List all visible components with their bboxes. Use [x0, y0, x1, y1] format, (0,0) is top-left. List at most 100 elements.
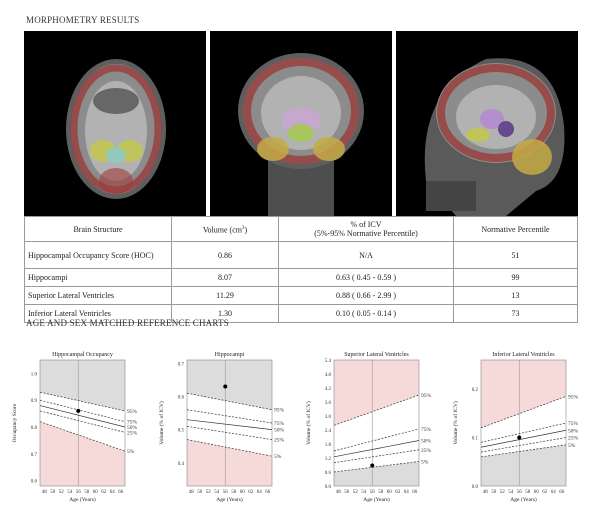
- table-row: Inferior Lateral Ventricles 1.30 0.10 ( …: [24, 304, 578, 323]
- x-axis-label: Age (Years): [363, 496, 390, 503]
- coronal-mri-icon: [210, 31, 392, 216]
- percentile-line: [333, 440, 420, 458]
- x-tick-label: 60: [387, 490, 393, 495]
- shade-above: [40, 360, 125, 411]
- x-axis-label: Age (Years): [69, 496, 96, 503]
- x-tick-label: 66: [412, 490, 418, 495]
- patient-point: [517, 435, 522, 440]
- percentile-line: [39, 399, 126, 422]
- percentile-label: 50%: [274, 428, 285, 434]
- x-tick-label: 66: [265, 490, 271, 495]
- shade-below: [187, 439, 272, 486]
- y-tick-label: 1.2: [325, 457, 332, 462]
- percentile-label: 5%: [274, 454, 282, 460]
- x-tick-label: 64: [257, 490, 263, 495]
- x-tick-label: 48: [336, 490, 342, 495]
- table-row: Hippocampi 8.07 0.63 ( 0.45 - 0.59 ) 99: [24, 268, 578, 287]
- y-axis-label: Occupancy Score: [12, 403, 18, 442]
- patient-point: [76, 408, 81, 413]
- y-tick-label: 0.6: [178, 395, 185, 400]
- x-tick-label: 54: [361, 490, 367, 495]
- y-tick-label: 0.7: [31, 453, 38, 458]
- shade-above: [481, 360, 566, 428]
- percentile-line: [186, 439, 273, 457]
- y-tick-label: 1.8: [325, 443, 332, 448]
- percentile-line: [480, 396, 567, 429]
- x-tick-label: 62: [542, 490, 548, 495]
- percentile-label: 50%: [421, 439, 432, 445]
- y-tick-label: 0.8: [31, 426, 38, 431]
- percentile-label: 75%: [127, 420, 138, 426]
- percentile-line: [186, 392, 273, 411]
- x-tick-label: 50: [50, 490, 56, 495]
- chart-title: Hippocampi: [215, 352, 245, 358]
- x-tick-label: 56: [223, 490, 229, 495]
- x-axis-label: Age (Years): [510, 496, 537, 503]
- y-tick-label: 0.2: [472, 388, 479, 393]
- chart-title: Hippocampal Occupancy: [52, 352, 113, 358]
- y-tick-label: 0.0: [472, 485, 479, 490]
- percentile-line: [480, 437, 567, 453]
- y-tick-label: 5.4: [325, 359, 332, 364]
- x-tick-label: 48: [483, 490, 489, 495]
- table-row: Superior Lateral Ventricles 11.29 0.88 (…: [24, 286, 578, 305]
- percentile-label: 5%: [421, 460, 429, 466]
- x-tick-label: 64: [551, 490, 557, 495]
- x-tick-label: 48: [42, 490, 48, 495]
- x-tick-label: 58: [378, 490, 384, 495]
- x-tick-label: 56: [76, 490, 82, 495]
- table-row: Hippocampal Occupancy Score (HOC) 0.86 N…: [24, 241, 578, 269]
- y-axis-label: Volume (% of ICV): [158, 401, 165, 445]
- header-volume: Volume (cm3): [171, 216, 279, 242]
- y-tick-label: 0.9: [31, 399, 38, 404]
- percentile-label: 95%: [274, 408, 285, 414]
- percentile-line: [186, 409, 273, 424]
- percentile-line: [186, 419, 273, 430]
- y-tick-label: 0.5: [178, 429, 185, 434]
- x-tick-label: 64: [110, 490, 116, 495]
- patient-point: [370, 463, 375, 468]
- x-tick-label: 60: [240, 490, 246, 495]
- x-tick-label: 62: [395, 490, 401, 495]
- percentile-label: 75%: [421, 427, 432, 433]
- x-tick-label: 56: [517, 490, 523, 495]
- y-tick-label: 0.0: [325, 485, 332, 490]
- plot-frame: [480, 359, 567, 487]
- y-tick-label: 0.7: [178, 362, 185, 367]
- x-tick-label: 54: [67, 490, 73, 495]
- axial-mri-icon: [24, 31, 206, 216]
- sagittal-mri-icon: [396, 31, 578, 216]
- percentile-label: 25%: [274, 438, 285, 444]
- shade-above: [334, 360, 419, 426]
- y-tick-label: 4.8: [325, 373, 332, 378]
- percentile-line: [333, 461, 420, 473]
- percentile-line: [333, 428, 420, 452]
- x-axis-label: Age (Years): [216, 496, 243, 503]
- table-header-row: Brain Structure Volume (cm3) % of ICV (5%…: [24, 216, 578, 242]
- percentile-label: 75%: [568, 421, 579, 427]
- percentile-label: 50%: [568, 428, 579, 434]
- x-tick-label: 66: [118, 490, 124, 495]
- percentile-line: [480, 422, 567, 443]
- x-tick-label: 64: [404, 490, 410, 495]
- y-tick-label: 0.6: [31, 480, 38, 485]
- percentile-label: 95%: [127, 409, 138, 415]
- percentile-label: 50%: [127, 425, 138, 431]
- x-tick-label: 58: [84, 490, 90, 495]
- x-tick-label: 58: [525, 490, 531, 495]
- percentile-label: 75%: [274, 421, 285, 427]
- y-tick-label: 0.4: [178, 462, 185, 467]
- y-tick-label: 0.1: [472, 437, 479, 442]
- y-tick-label: 4.2: [325, 387, 332, 392]
- percentile-label: 95%: [421, 393, 432, 399]
- x-tick-label: 62: [248, 490, 254, 495]
- x-tick-label: 52: [353, 490, 359, 495]
- x-tick-label: 52: [59, 490, 65, 495]
- reference-charts: 95% 75% 50% 25% 5% Hippocampal Occupancy 48 50 5…: [0, 346, 600, 525]
- percentile-label: 25%: [568, 436, 579, 442]
- x-tick-label: 62: [101, 490, 107, 495]
- x-tick-label: 50: [344, 490, 350, 495]
- x-tick-label: 60: [93, 490, 99, 495]
- percentile-line: [480, 429, 567, 448]
